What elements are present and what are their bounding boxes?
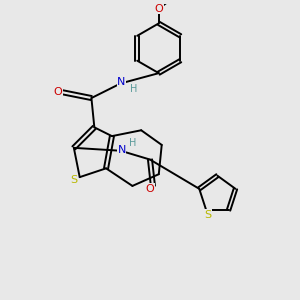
Text: H: H [130,84,138,94]
Text: S: S [204,209,211,220]
Text: H: H [129,138,137,148]
Text: N: N [117,77,125,87]
Text: O: O [146,184,154,194]
Text: O: O [53,87,62,97]
Text: N: N [117,145,126,154]
Text: S: S [70,175,77,185]
Text: O: O [154,4,163,14]
